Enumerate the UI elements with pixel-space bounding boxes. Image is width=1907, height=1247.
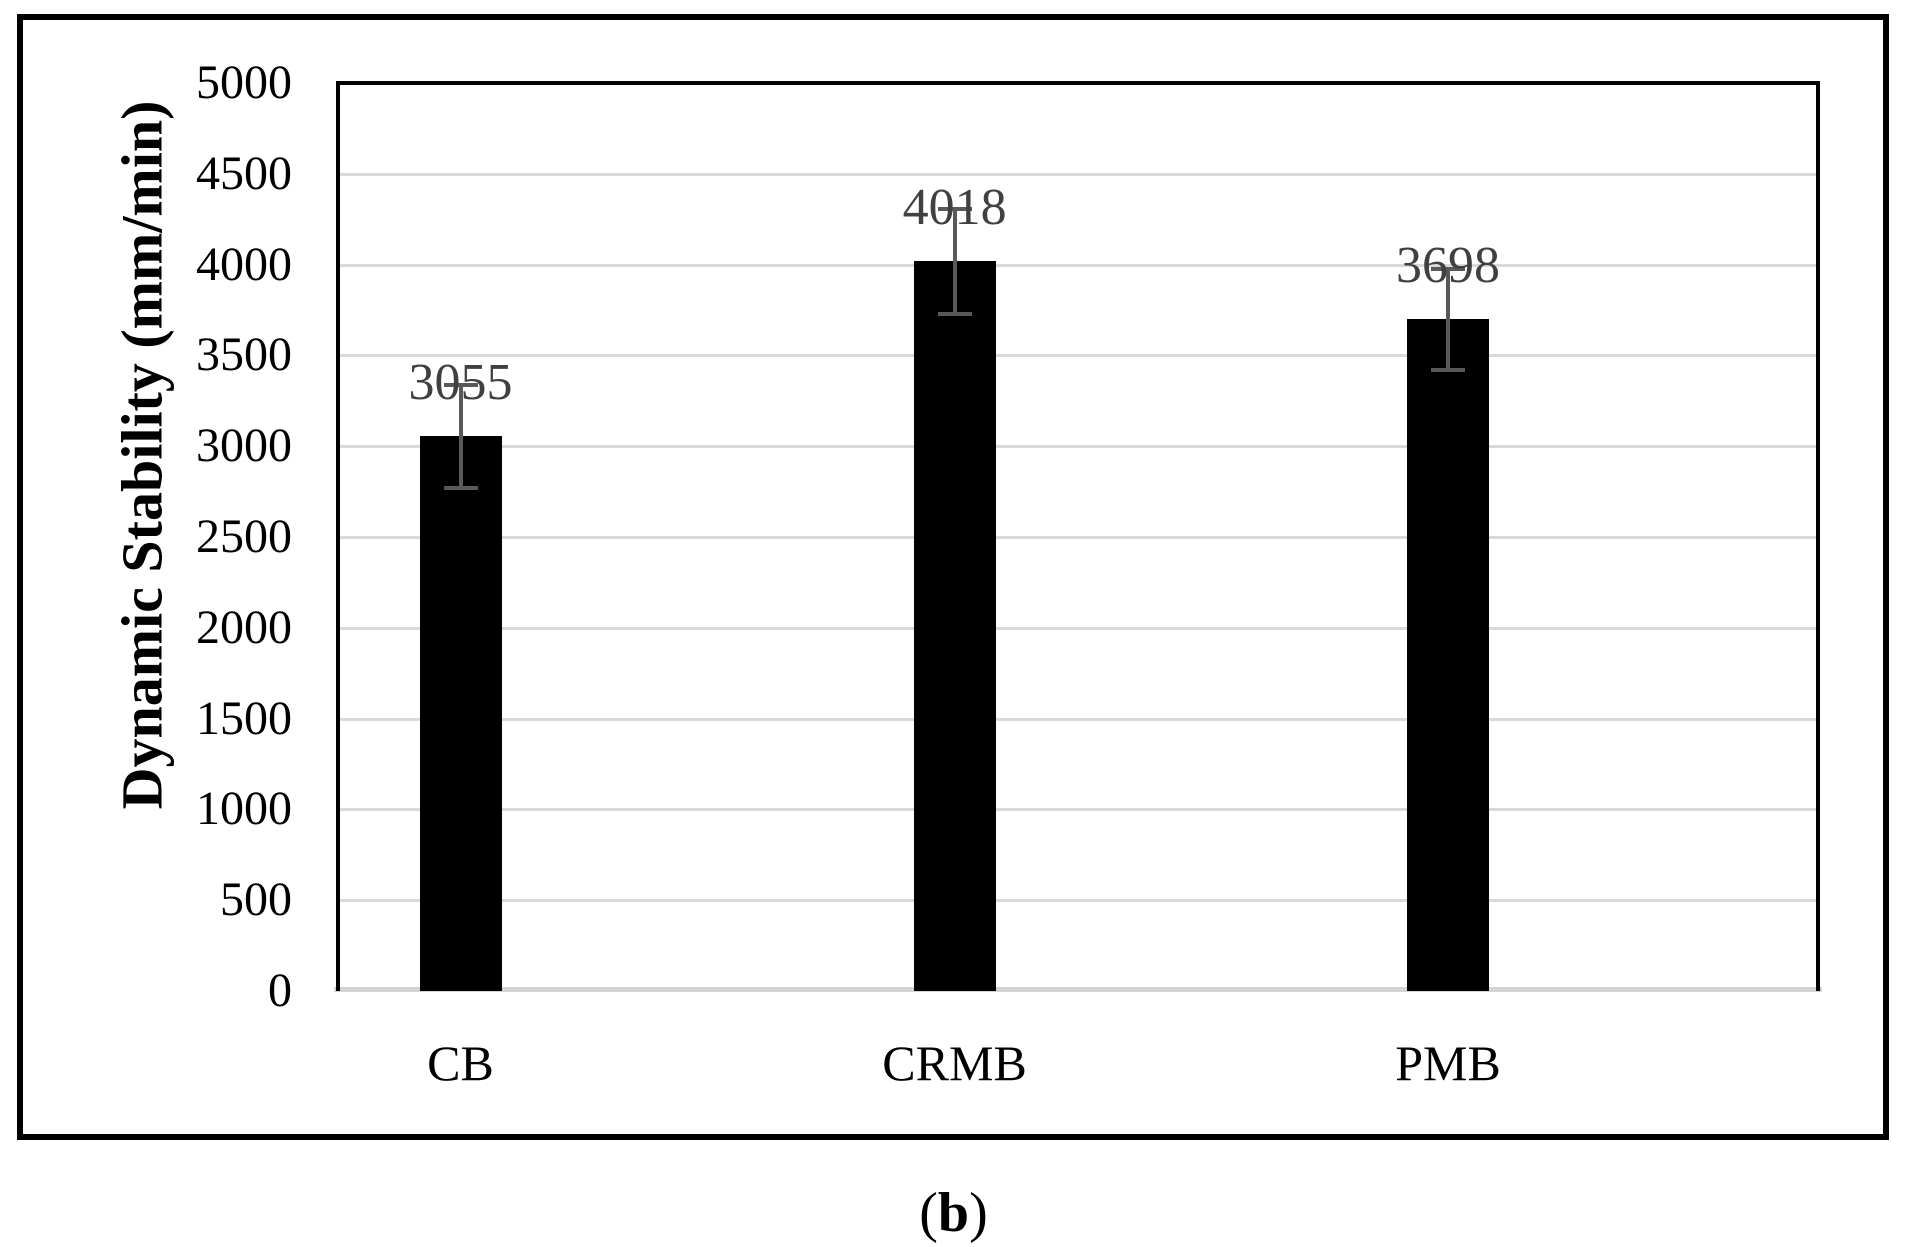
- caption-open-paren: (: [919, 1182, 938, 1244]
- data-label: 4018: [902, 179, 1007, 237]
- x-category-label-pmb: PMB: [1395, 1035, 1501, 1091]
- x-axis-line: [334, 987, 1822, 992]
- y-tick-label: 3500: [196, 328, 292, 382]
- figure-caption: (b): [0, 1178, 1907, 1247]
- figure-border: [17, 14, 1889, 1140]
- error-bar-line: [952, 208, 957, 314]
- gridline: [340, 536, 1816, 539]
- gridline: [340, 808, 1816, 812]
- error-bar-cap-top: [443, 382, 478, 387]
- gridline: [340, 717, 1816, 721]
- caption-letter: b: [937, 1182, 970, 1244]
- y-tick-label: 5000: [196, 56, 292, 109]
- y-tick-label: 4500: [196, 146, 292, 200]
- gridline: [340, 445, 1816, 449]
- y-tick-label: 4000: [196, 237, 292, 291]
- gridline: [340, 626, 1816, 630]
- bar-crmb: [913, 261, 996, 991]
- error-bar-line: [458, 384, 463, 488]
- error-bar-line: [1446, 268, 1450, 370]
- gridline: [340, 899, 1816, 903]
- gridline: [340, 172, 1816, 176]
- y-tick-label: 2500: [196, 510, 292, 563]
- y-tick-label: 1500: [196, 691, 292, 745]
- plot-area-border: [336, 81, 1820, 991]
- error-bar-cap-top: [1431, 266, 1465, 271]
- y-tick-label: 1000: [196, 782, 292, 836]
- error-bar-cap-top: [937, 206, 972, 211]
- error-bar-cap-bottom: [1431, 367, 1465, 372]
- error-bar-cap-bottom: [937, 311, 972, 316]
- data-label: 3055: [408, 354, 513, 412]
- error-bar-cap-bottom: [443, 485, 478, 490]
- y-tick-label: 2000: [196, 600, 292, 654]
- y-tick-label: 500: [220, 873, 292, 927]
- data-label: 3698: [1396, 237, 1500, 295]
- gridline: [340, 354, 1816, 358]
- caption-close-paren: ): [969, 1182, 988, 1244]
- x-category-label-cb: CB: [427, 1035, 494, 1091]
- y-tick-label: 0: [268, 964, 292, 1017]
- bar-cb: [419, 436, 502, 991]
- gridline: [340, 263, 1816, 267]
- y-tick-label: 3000: [196, 419, 292, 473]
- x-category-label-crmb: CRMB: [882, 1035, 1027, 1091]
- bar-pmb: [1407, 319, 1489, 991]
